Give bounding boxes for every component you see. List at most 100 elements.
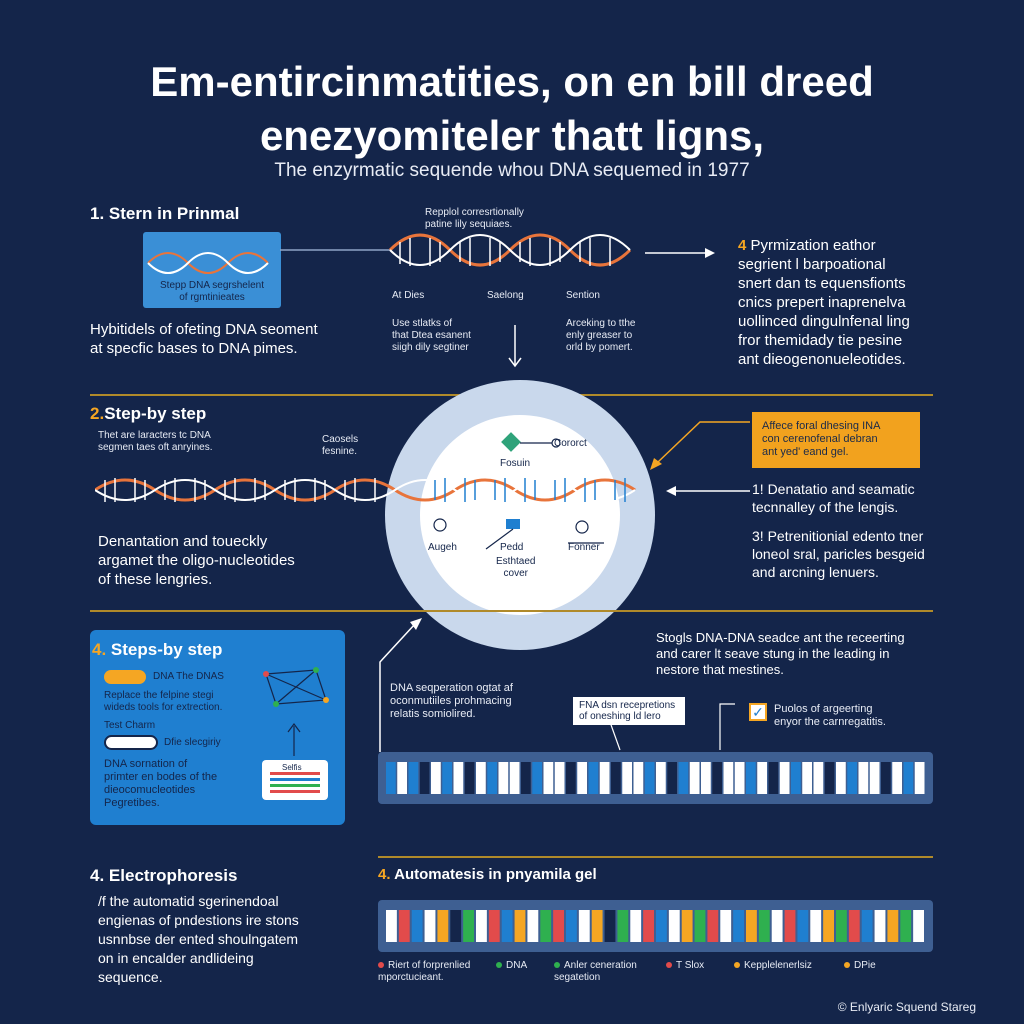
gel-band bbox=[566, 762, 576, 794]
gel-band bbox=[757, 762, 767, 794]
top-callout: Repplol corresrtionally patine lily sequ… bbox=[425, 207, 524, 230]
gel-color-band bbox=[720, 910, 732, 942]
gel-band bbox=[521, 762, 531, 794]
magnifier-inner bbox=[420, 415, 620, 615]
checkbox-check-icon[interactable]: ✓ bbox=[749, 703, 767, 721]
gel-color-band bbox=[437, 910, 449, 942]
legend-dot-icon bbox=[378, 962, 384, 969]
gel-band bbox=[892, 762, 902, 794]
toggle-switch[interactable] bbox=[104, 735, 158, 750]
gel-band bbox=[487, 762, 497, 794]
gel-band bbox=[577, 762, 587, 794]
helix-label-3: Sention bbox=[566, 290, 600, 301]
toggle-text: Dfie slecgiriy bbox=[164, 737, 221, 748]
section3-heading: 4. Steps-by step bbox=[92, 640, 223, 659]
gel-band bbox=[858, 762, 869, 794]
gel-color-band bbox=[488, 910, 500, 942]
gel-band bbox=[644, 762, 655, 794]
gel-color-band bbox=[797, 910, 809, 942]
gel-band bbox=[903, 762, 914, 794]
network-diagram-icon bbox=[262, 667, 329, 800]
section4-body: /f the automatid sgerinendoal engienas o… bbox=[98, 893, 299, 985]
gel-band bbox=[599, 762, 610, 794]
section3-body: DNA sornation of primter en bodes of the… bbox=[104, 758, 218, 809]
gel-band bbox=[532, 762, 542, 794]
gel-color-band bbox=[681, 910, 693, 942]
gel-color-band bbox=[707, 910, 719, 942]
gel-band bbox=[419, 762, 430, 794]
mini-helix-icon bbox=[147, 252, 269, 274]
check-text: Puolos of argeerting enyor the carnregat… bbox=[774, 703, 886, 728]
gel-color-band bbox=[514, 910, 526, 942]
section5-heading: 4. Automatesis in pnyamila gel bbox=[378, 866, 597, 883]
legend-dot-icon bbox=[734, 962, 740, 969]
gel-color-band bbox=[643, 910, 654, 942]
divider-3 bbox=[378, 856, 933, 858]
legend-item-5: Kepplelenerlsiz bbox=[734, 960, 812, 972]
gel-color-band bbox=[578, 910, 590, 942]
gel-band bbox=[622, 762, 632, 794]
gel-band bbox=[453, 762, 464, 794]
toggle-label: Test Charm bbox=[104, 720, 156, 731]
gel-band bbox=[824, 762, 835, 794]
circle-label-cororct: Cororct bbox=[554, 438, 587, 449]
orange-info-box: Affece foral dhesing INA con cerenofenal… bbox=[752, 412, 920, 468]
legend-item-3: Anler ceneration segatetion bbox=[554, 960, 637, 983]
mini-card-label: Selfis bbox=[282, 763, 302, 772]
circle-label-pedd: Pedd bbox=[500, 542, 524, 553]
gel-color-band bbox=[874, 910, 886, 942]
legend-item-2: DNA bbox=[496, 960, 527, 972]
footer-credit: © Enlyaric Squend Stareg bbox=[837, 1000, 976, 1014]
mid-note-left: Use stlatks of that Dtea esanent siigh d… bbox=[392, 318, 471, 353]
helix-label-2: Saelong bbox=[487, 290, 524, 301]
gel-band bbox=[431, 762, 441, 794]
gel-band bbox=[656, 762, 666, 794]
gel-band bbox=[442, 762, 452, 794]
gel-band bbox=[498, 762, 509, 794]
right-mid-item2: 3! Petrenitionial edento tner loneol sra… bbox=[752, 528, 925, 580]
legend-dot-icon bbox=[554, 962, 560, 969]
gel-color-band bbox=[617, 910, 629, 942]
gel-band bbox=[768, 762, 779, 794]
gel-color-band bbox=[900, 910, 912, 942]
gel-color-band bbox=[810, 910, 822, 942]
gel-color-band bbox=[476, 910, 487, 942]
section2-sub: Thet are laracters tc DNA segmen taes of… bbox=[98, 430, 213, 453]
page-subtitle: The enzyrmatic sequende whou DNA sequeme… bbox=[274, 160, 750, 181]
gel-color-band bbox=[566, 910, 577, 942]
gel-band bbox=[633, 762, 644, 794]
gel-band bbox=[464, 762, 475, 794]
gel-color-band bbox=[668, 910, 680, 942]
gel-color-band bbox=[913, 910, 924, 942]
right-lower-text: Stogls DNA-DNA seadce ant the receerting… bbox=[656, 630, 905, 677]
section2-callout: Caosels fesnine. bbox=[322, 434, 359, 457]
gel-band bbox=[611, 762, 621, 794]
legend-item-1: Riert of forprenlied mporctucieant. bbox=[378, 960, 471, 983]
color-gel-lanes bbox=[386, 910, 924, 942]
play-tag-icon bbox=[104, 670, 146, 684]
gel-color-band bbox=[771, 910, 783, 942]
step4-right-text: 4 Pyrmization eathor segrient l barpoati… bbox=[738, 237, 910, 368]
gel-band bbox=[791, 762, 801, 794]
row1-tag: DNA The DNAS bbox=[153, 671, 224, 682]
legend-dot-icon bbox=[844, 962, 850, 969]
legend-item-4: T Slox bbox=[666, 960, 704, 972]
sequence-band-bar bbox=[378, 752, 933, 804]
page-title-line1: Em-entircinmatities, on en bill dreed bbox=[150, 58, 874, 105]
gel-band bbox=[667, 762, 677, 794]
dna-helix-middle bbox=[95, 478, 636, 502]
fna-callout: FNA dsn recepretions of oneshing ld lero bbox=[573, 697, 685, 725]
gel-color-band bbox=[540, 910, 552, 942]
gel-band bbox=[869, 762, 880, 794]
gel-band bbox=[554, 762, 565, 794]
helix-label-1: At Dies bbox=[392, 290, 425, 301]
gel-band bbox=[779, 762, 790, 794]
mid-note-right: Arceking to tthe enly greaser to orld by… bbox=[566, 318, 636, 353]
right-lower-left-note: DNA seqperation ogtat af oconmutiiles pr… bbox=[390, 682, 513, 720]
gel-color-band bbox=[823, 910, 834, 942]
section1-body: Hybitidels of ofeting DNA seoment at spe… bbox=[90, 321, 318, 357]
gel-band bbox=[712, 762, 722, 794]
section1-heading: 1. Stern in Prinmal bbox=[90, 204, 240, 223]
gel-band bbox=[746, 762, 756, 794]
legend-dot-icon bbox=[496, 962, 502, 969]
